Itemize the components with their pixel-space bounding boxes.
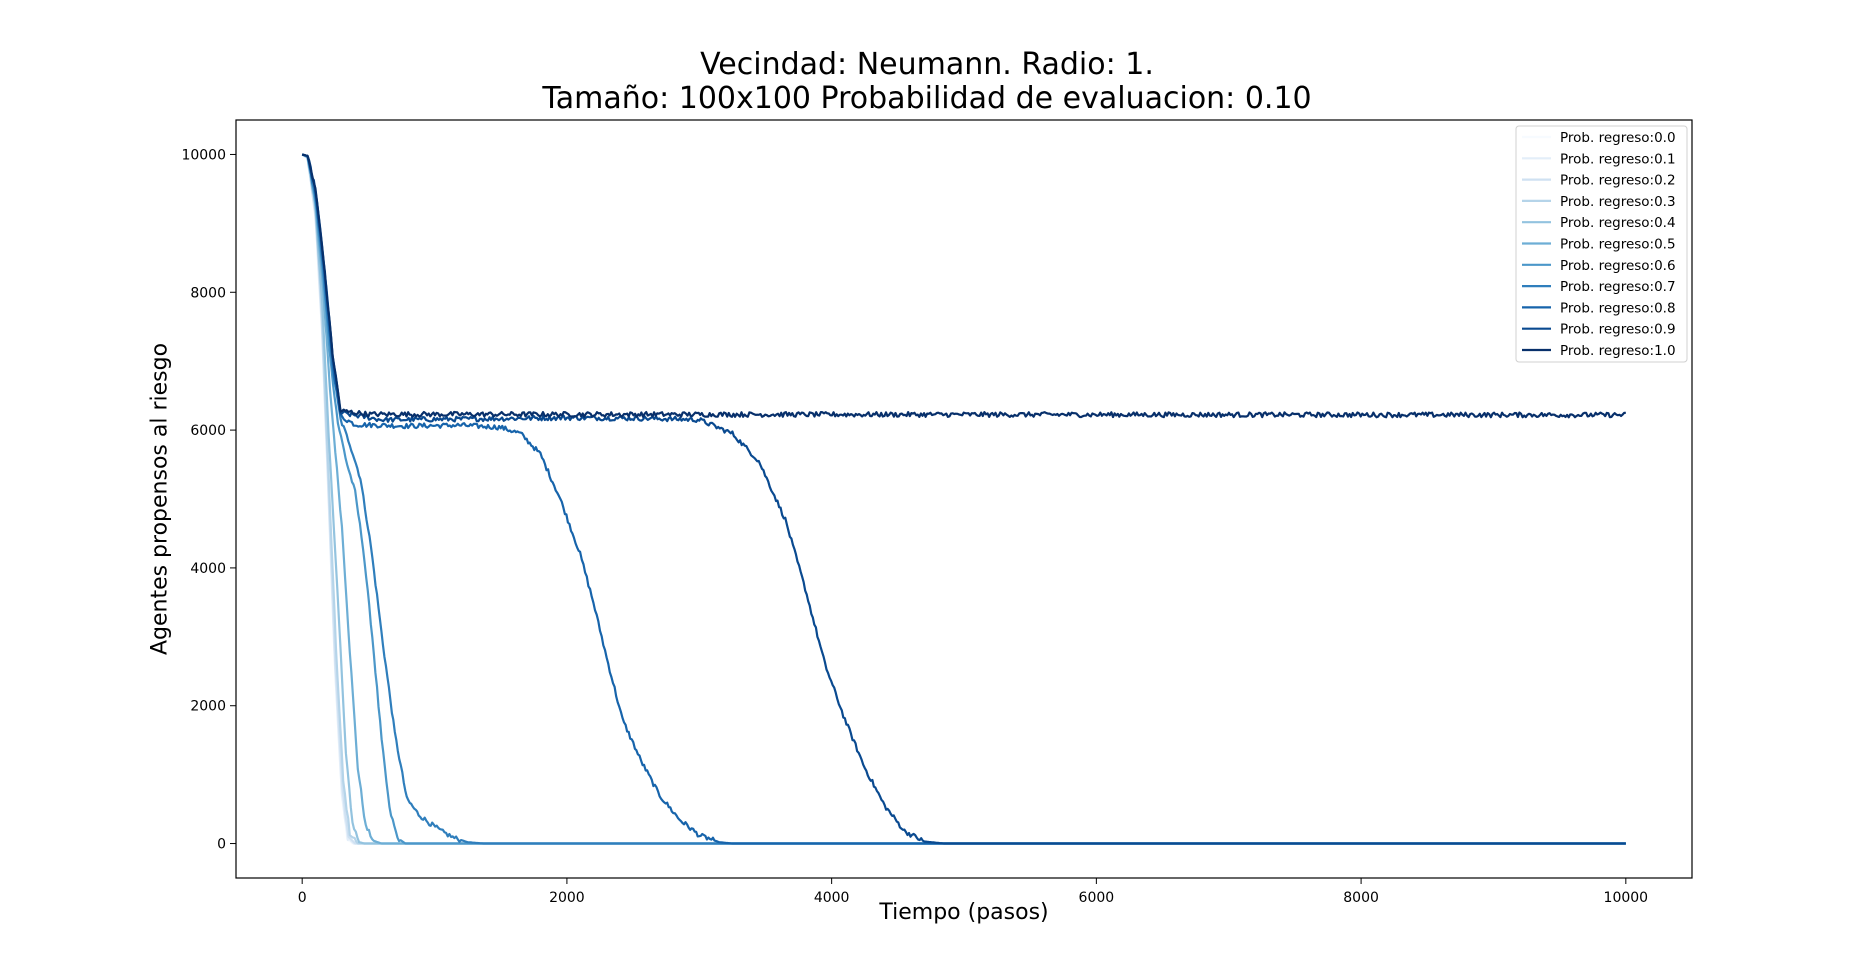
x-tick-label-5: 10000 (1604, 890, 1649, 906)
x-tick-label-4: 8000 (1343, 890, 1379, 906)
legend-label-8: Prob. regreso:0.8 (1560, 300, 1676, 316)
legend-label-1: Prob. regreso:0.1 (1560, 151, 1676, 167)
legend-label-5: Prob. regreso:0.5 (1560, 237, 1676, 253)
x-tick-label-2: 4000 (814, 890, 850, 906)
legend-label-10: Prob. regreso:1.0 (1560, 343, 1676, 359)
y-axis-label: Agentes propensos al riesgo (147, 342, 173, 656)
legend-label-2: Prob. regreso:0.2 (1560, 173, 1676, 189)
legend-label-3: Prob. regreso:0.3 (1560, 194, 1676, 210)
series-line-7 (301, 153, 1626, 845)
chart-title-line-1: Vecindad: Neumann. Radio: 1. (700, 47, 1154, 82)
y-tick-label-0: 0 (217, 837, 226, 853)
axes: 0 2000 4000 6000 8000 10000 0 2000 4000 6000 8000 1… (181, 119, 1693, 906)
legend-box (1515, 125, 1688, 363)
series-line-1 (301, 153, 1626, 845)
series-layer (301, 153, 1626, 845)
x-tick-label-3: 6000 (1079, 890, 1115, 906)
x-tick-label-0: 0 (298, 890, 307, 906)
legend: Prob. regreso:0.0 Prob. regreso:0.1 Prob. … (1515, 125, 1688, 363)
series-line-0 (301, 153, 1626, 845)
chart-title-line-2: Tamaño: 100x100 Probabilidad de evaluaci… (542, 81, 1312, 116)
series-line-6 (301, 153, 1626, 845)
legend-label-7: Prob. regreso:0.7 (1560, 279, 1676, 295)
plot-frame (235, 119, 1693, 879)
y-tick-label-5: 10000 (181, 147, 226, 163)
series-line-8 (301, 153, 1626, 845)
x-tick-label-1: 2000 (549, 890, 585, 906)
y-tick-label-2: 4000 (190, 561, 226, 577)
series-line-2 (301, 153, 1626, 845)
legend-label-0: Prob. regreso:0.0 (1560, 130, 1676, 146)
series-line-3 (301, 153, 1626, 845)
series-line-10 (301, 153, 1626, 419)
x-axis-label: Tiempo (pasos) (879, 900, 1049, 925)
legend-label-6: Prob. regreso:0.6 (1560, 258, 1676, 274)
legend-label-9: Prob. regreso:0.9 (1560, 322, 1676, 338)
legend-label-4: Prob. regreso:0.4 (1560, 215, 1676, 231)
y-tick-label-3: 6000 (190, 423, 226, 439)
y-tick-label-4: 8000 (190, 285, 226, 301)
y-tick-label-1: 2000 (190, 699, 226, 715)
series-line-4 (301, 153, 1626, 845)
series-line-9 (301, 153, 1626, 845)
series-line-5 (301, 153, 1626, 845)
